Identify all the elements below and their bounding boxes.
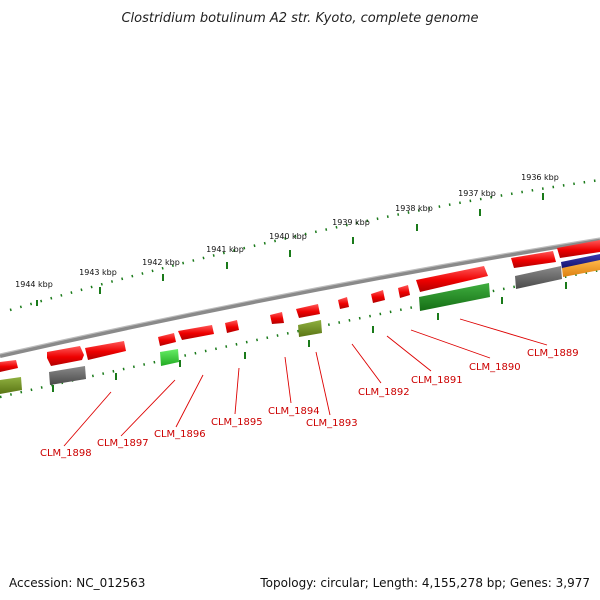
gene-CLM_1894[interactable] [225, 320, 239, 333]
gene-label[interactable]: CLM_1896 [154, 429, 206, 440]
genome-summary-text: Topology: circular; Length: 4,155,278 bp… [259, 576, 590, 590]
gene-label[interactable]: CLM_1894 [268, 406, 320, 417]
category-block-orange[interactable] [562, 260, 600, 277]
gene-CLM_1895-a[interactable] [158, 333, 176, 346]
forward-genes [0, 240, 600, 372]
category-block-olive[interactable] [298, 320, 322, 337]
gene-CLM_1892-a[interactable] [296, 304, 320, 318]
accession-text: Accession: NC_012563 [9, 576, 145, 590]
tick-label: 1943 kbp [79, 268, 117, 277]
category-block-olive[interactable] [0, 377, 22, 394]
gene-CLM_1892-b[interactable] [338, 297, 349, 309]
gene-right-a[interactable] [511, 251, 556, 268]
outer-major-ticks [36, 193, 544, 306]
tick-label: 1939 kbp [332, 218, 370, 227]
gene-CLM_1890[interactable] [398, 285, 410, 298]
gene-right-b[interactable] [557, 240, 600, 258]
gene-CLM_1891[interactable] [371, 290, 385, 303]
gene-label[interactable]: CLM_1890 [469, 362, 521, 373]
tick-label: 1941 kbp [206, 245, 244, 254]
tick-label: 1942 kbp [142, 258, 180, 267]
category-block-gray[interactable] [515, 266, 562, 289]
map-title: Clostridium botulinum A2 str. Kyoto, com… [121, 11, 478, 26]
category-blocks [0, 254, 600, 394]
gene-CLM_1896[interactable] [85, 341, 126, 360]
gene-label[interactable]: CLM_1898 [40, 448, 92, 459]
tick-label: 1938 kbp [395, 204, 433, 213]
gene-label[interactable]: CLM_1895 [211, 417, 263, 428]
gene-label[interactable]: CLM_1893 [306, 418, 358, 429]
gene-label[interactable]: CLM_1889 [527, 348, 579, 359]
tick-label: 1944 kbp [15, 280, 53, 289]
leader-lines [63, 318, 548, 447]
tick-labels: 1944 kbp 1943 kbp 1942 kbp 1941 kbp 1940… [15, 173, 559, 289]
gene-CLM_1889[interactable] [416, 266, 488, 292]
gene-label[interactable]: CLM_1891 [411, 375, 463, 386]
genome-backbone [0, 237, 600, 358]
gene-labels: CLM_1898 CLM_1897 CLM_1896 CLM_1895 CLM_… [40, 348, 579, 459]
category-block-lightgreen[interactable] [160, 349, 179, 366]
gene-CLM_1897[interactable] [47, 346, 84, 366]
gene-label[interactable]: CLM_1897 [97, 438, 149, 449]
category-block-gray[interactable] [49, 366, 86, 385]
gene-CLM_1895-b[interactable] [178, 325, 214, 340]
category-block-green[interactable] [419, 283, 490, 311]
tick-label: 1937 kbp [458, 189, 496, 198]
inner-major-ticks [52, 282, 567, 392]
category-block-navy[interactable] [561, 254, 600, 269]
gene-CLM_1898[interactable] [0, 360, 18, 372]
gene-label[interactable]: CLM_1892 [358, 387, 410, 398]
gene-CLM_1893[interactable] [270, 312, 284, 324]
tick-label: 1936 kbp [521, 173, 559, 182]
tick-label: 1940 kbp [269, 232, 307, 241]
